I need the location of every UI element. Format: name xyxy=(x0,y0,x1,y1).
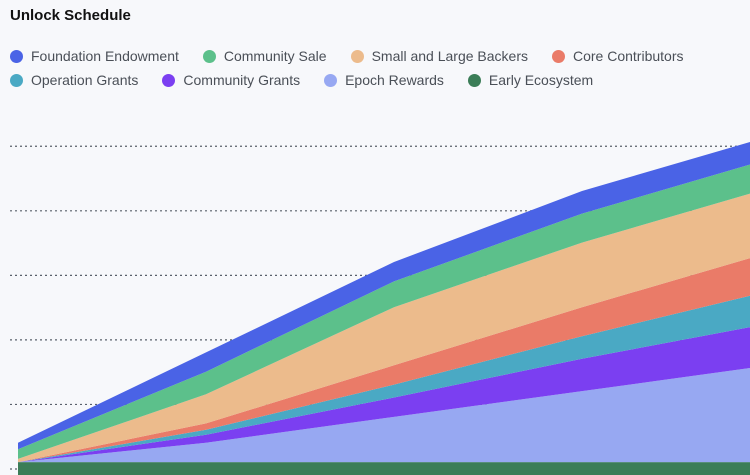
legend-color-dot xyxy=(162,73,176,87)
legend-item[interactable]: Early Ecosystem xyxy=(467,72,594,88)
gridlines xyxy=(10,145,750,470)
legend-item[interactable]: Community Grants xyxy=(162,72,300,88)
area-series-foundation-endowment[interactable] xyxy=(18,136,750,450)
legend-color-dot xyxy=(467,73,481,87)
legend-color-dot xyxy=(202,49,216,63)
legend-label: Core Contributors xyxy=(573,48,684,64)
legend-color-dot xyxy=(324,73,338,87)
legend-label: Community Sale xyxy=(223,48,327,64)
legend-color-dot xyxy=(10,49,23,63)
legend-item[interactable]: Operation Grants xyxy=(10,72,138,88)
area-series-small-and-large-backers[interactable] xyxy=(18,188,750,463)
legend-item[interactable]: Epoch Rewards xyxy=(324,72,444,88)
legend-label: Small and Large Backers xyxy=(371,48,528,64)
legend-item[interactable]: Foundation Endowment xyxy=(10,48,179,64)
legend-row-2: Operation Grants Community Grants Epoch Re… xyxy=(10,68,750,92)
legend-label: Epoch Rewards xyxy=(345,72,444,88)
legend-label: Operation Grants xyxy=(31,72,139,88)
area-series-community-grants[interactable] xyxy=(18,323,750,463)
legend-item[interactable]: Core Contributors xyxy=(552,48,684,64)
legend-color-dot xyxy=(10,73,23,87)
area-series-epoch-rewards[interactable] xyxy=(18,365,750,463)
legend-color-dot xyxy=(350,49,364,63)
legend-item[interactable]: Small and Large Backers xyxy=(350,48,528,64)
legend-row-1: Foundation Endowment Community Sale Small … xyxy=(10,44,750,68)
area-series-group xyxy=(18,136,750,475)
legend-label: Community Grants xyxy=(183,72,301,88)
legend-color-dot xyxy=(552,49,565,63)
legend-label: Foundation Endowment xyxy=(31,48,179,64)
legend: Foundation Endowment Community Sale Small … xyxy=(10,44,750,92)
area-series-core-contributors[interactable] xyxy=(18,252,750,463)
legend-item[interactable]: Community Sale xyxy=(202,48,327,64)
chart-title: Unlock Schedule xyxy=(10,7,131,24)
area-series-community-sale[interactable] xyxy=(18,159,750,459)
area-series-operation-grants[interactable] xyxy=(18,291,750,463)
area-series-early-ecosystem[interactable] xyxy=(18,462,750,475)
legend-label: Early Ecosystem xyxy=(488,72,594,88)
